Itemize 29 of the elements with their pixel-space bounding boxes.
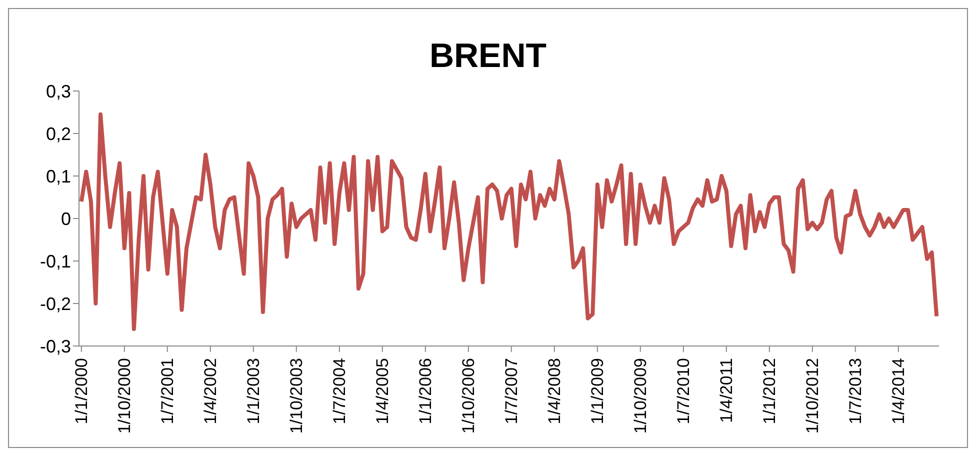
x-tick-label: 1/4/2014 [888,358,908,424]
y-tick-label: 0 [60,208,71,229]
x-tick-label: 1/10/2006 [458,358,478,434]
x-tick-label: 1/10/2009 [630,358,650,434]
x-tick-label: 1/1/2006 [416,358,435,424]
x-tick-label: 1/7/2007 [502,358,521,424]
x-tick-label: 1/10/2012 [802,358,822,434]
chart-title: BRENT [428,36,548,77]
line-series [79,112,939,331]
x-tick-label: 1/1/2003 [244,358,263,424]
y-tick-label: -0,3 [40,336,71,356]
y-tick-label: 0,2 [46,124,71,144]
x-tick-label: 1/1/2000 [72,358,91,424]
x-tick-label: 1/7/2004 [330,358,349,424]
x-tick-label: 1/7/2013 [846,358,865,424]
x-tick-label: 1/4/2005 [372,358,392,424]
x-tick-label: 1/4/2011 [716,358,736,423]
x-tick-label: 1/10/2000 [114,358,134,434]
x-tick-label: 1/7/2001 [158,358,177,424]
y-tick-label: 0,1 [46,166,71,186]
x-tick-label: 1/1/2009 [588,358,607,424]
x-tick-label: 1/4/2008 [544,358,564,424]
x-tick-label: 1/4/2002 [200,358,220,424]
x-tick-label: 1/1/2012 [760,358,779,424]
y-tick-label: 0,3 [46,81,71,102]
x-tick-label: 1/7/2010 [674,358,693,424]
y-tick-label: -0,2 [40,294,71,314]
y-tick-label: -0,1 [40,251,71,272]
x-tick-label: 1/10/2003 [286,358,306,434]
